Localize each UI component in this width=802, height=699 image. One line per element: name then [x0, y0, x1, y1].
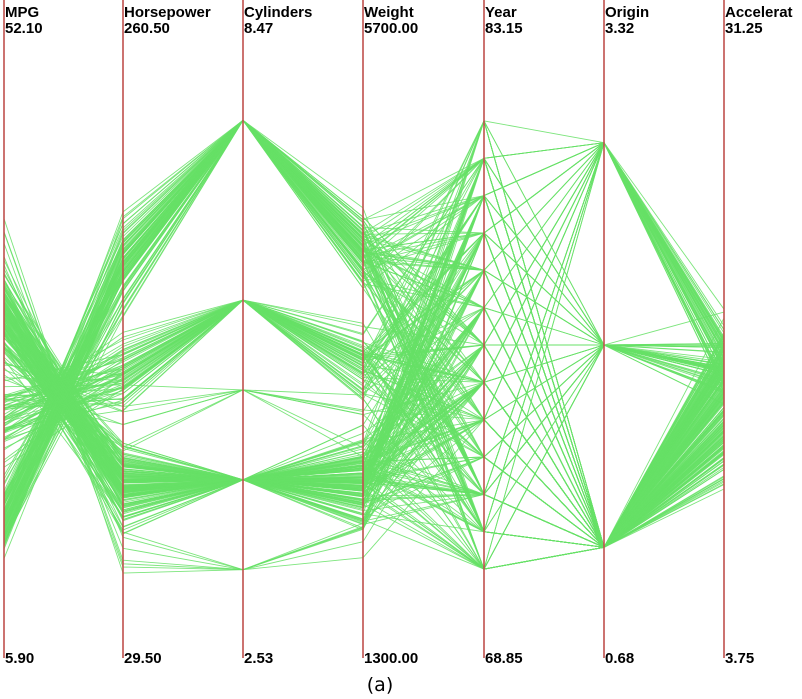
axis-max-horsepower: 260.50 [124, 20, 170, 37]
record-polyline [3, 141, 725, 484]
polylines-layer [3, 119, 725, 574]
axis-min-cylinders: 2.53 [244, 650, 273, 667]
axis-max-accelerat: 31.25 [725, 20, 763, 37]
axis-max-mpg: 52.10 [5, 20, 43, 37]
axis-min-mpg: 5.90 [5, 650, 34, 667]
axis-name-horsepower: Horsepower [124, 4, 211, 21]
axis-name-origin: Origin [605, 4, 649, 21]
axis-name-cylinders: Cylinders [244, 4, 312, 21]
axis-name-mpg: MPG [5, 4, 39, 21]
figure-caption: (a) [367, 674, 393, 696]
axis-max-year: 83.15 [485, 20, 523, 37]
axis-min-horsepower: 29.50 [124, 650, 162, 667]
axis-max-weight: 5700.00 [364, 20, 418, 37]
axis-min-origin: 0.68 [605, 650, 634, 667]
axis-max-cylinders: 8.47 [244, 20, 273, 37]
axis-name-year: Year [485, 4, 517, 21]
axis-name-accelerat: Accelerat [725, 4, 793, 21]
axis-min-weight: 1300.00 [364, 650, 418, 667]
axis-min-accelerat: 3.75 [725, 650, 754, 667]
axis-min-year: 68.85 [485, 650, 523, 667]
record-polyline [3, 141, 725, 484]
axis-name-weight: Weight [364, 4, 414, 21]
axis-max-origin: 3.32 [605, 20, 634, 37]
